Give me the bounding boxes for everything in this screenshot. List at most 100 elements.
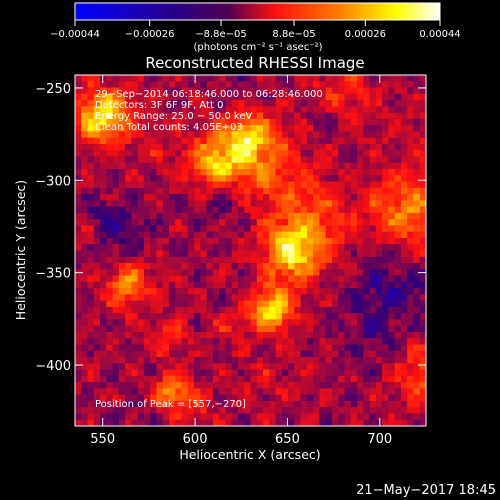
heatmap-cell — [206, 275, 214, 283]
heatmap-cell — [382, 156, 389, 164]
heatmap-cell — [112, 375, 120, 383]
heatmap-cell — [181, 294, 189, 301]
heatmap-cell — [200, 200, 207, 207]
heatmap-cell — [75, 388, 82, 395]
heatmap-cell — [181, 187, 189, 195]
heatmap-cell — [100, 313, 107, 320]
heatmap-cell — [350, 231, 358, 239]
y-axis-label: Heliocentric Y (arcsec) — [13, 180, 28, 320]
heatmap-cell — [350, 75, 358, 82]
heatmap-cell — [394, 225, 402, 232]
heatmap-cell — [231, 143, 239, 151]
axis-ticks: 550 600 650 700−250−300−350−400 — [35, 75, 426, 447]
heatmap-cell — [294, 156, 301, 164]
heatmap-cell — [413, 400, 421, 408]
heatmap-cell — [212, 231, 220, 239]
heatmap-cell — [325, 375, 333, 383]
heatmap-cell — [225, 281, 232, 289]
heatmap-cell — [269, 150, 276, 157]
heatmap-cell — [288, 294, 295, 301]
heatmap-cell — [394, 162, 402, 170]
heatmap-cell — [131, 281, 138, 289]
heatmap-cell — [363, 181, 370, 189]
heatmap-cell — [281, 256, 289, 264]
heatmap-cell — [419, 306, 427, 314]
heatmap-cell — [325, 125, 333, 132]
heatmap-cell — [288, 150, 295, 157]
heatmap-cell — [231, 100, 239, 107]
heatmap-cell — [125, 275, 132, 283]
heatmap-cell — [231, 288, 239, 295]
heatmap-cell — [225, 137, 232, 145]
heatmap-cell — [294, 169, 301, 176]
heatmap-cell — [206, 363, 214, 370]
heatmap-cell — [93, 200, 101, 207]
heatmap-cell — [256, 325, 264, 333]
heatmap-cell — [175, 331, 182, 339]
heatmap-cell — [288, 244, 295, 251]
heatmap-cell — [313, 194, 320, 201]
heatmap-cell — [150, 244, 157, 251]
heatmap-cell — [394, 175, 402, 182]
heatmap-cell — [175, 357, 182, 364]
heatmap-cell — [181, 263, 189, 270]
heatmap-cell — [237, 212, 245, 220]
heatmap-cell — [400, 87, 408, 95]
heatmap-cell — [87, 156, 95, 164]
heatmap-cell — [388, 256, 395, 264]
heatmap-cell — [244, 363, 251, 370]
heatmap-cell — [350, 250, 358, 258]
heatmap-cell — [169, 382, 176, 389]
heatmap-cell — [375, 256, 383, 264]
heatmap-cell — [281, 400, 289, 408]
heatmap-cell — [306, 175, 314, 182]
heatmap-cell — [187, 87, 195, 95]
heatmap-cell — [81, 250, 88, 258]
heatmap-cell — [419, 338, 427, 345]
heatmap-cell — [269, 413, 276, 421]
heatmap-cell — [237, 181, 245, 189]
heatmap-cell — [269, 225, 276, 232]
heatmap-cell — [263, 394, 270, 402]
heatmap-cell — [81, 194, 88, 201]
heatmap-cell — [137, 369, 145, 377]
heatmap-cell — [382, 413, 389, 421]
heatmap-cell — [375, 125, 383, 132]
heatmap-cell — [244, 288, 251, 295]
heatmap-cell — [288, 118, 295, 126]
heatmap-cell — [256, 194, 264, 201]
heatmap-cell — [344, 363, 352, 370]
heatmap-cell — [206, 407, 214, 414]
heatmap-cell — [288, 194, 295, 201]
heatmap-cell — [87, 237, 95, 245]
heatmap-cell — [256, 256, 264, 264]
heatmap-cell — [294, 175, 301, 182]
heatmap-cell — [256, 106, 264, 113]
heatmap-cell — [87, 300, 95, 308]
heatmap-cell — [256, 344, 264, 352]
heatmap-cell — [344, 112, 352, 120]
heatmap-cell — [87, 200, 95, 207]
heatmap-cell — [169, 131, 176, 138]
heatmap-cell — [400, 300, 408, 308]
heatmap-cell — [200, 394, 207, 402]
heatmap-cell — [325, 81, 333, 88]
heatmap-cell — [100, 369, 107, 377]
heatmap-cell — [263, 231, 270, 239]
heatmap-cell — [375, 269, 383, 276]
heatmap-cell — [250, 175, 258, 182]
heatmap-cell — [150, 369, 157, 377]
heatmap-cell — [137, 169, 145, 176]
heatmap-cell — [219, 194, 226, 201]
heatmap-cell — [363, 169, 370, 176]
heatmap-cell — [150, 400, 157, 408]
heatmap-cell — [137, 156, 145, 164]
heatmap-cell — [231, 112, 239, 120]
heatmap-cell — [93, 325, 101, 333]
heatmap-cell — [413, 388, 421, 395]
heatmap-cell — [363, 118, 370, 126]
heatmap-cell — [81, 206, 88, 214]
heatmap-cell — [225, 100, 232, 107]
heatmap-cell — [162, 357, 170, 364]
heatmap-cell — [331, 106, 339, 113]
